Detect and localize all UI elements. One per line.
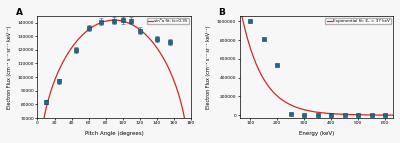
sinᵇa fit: b=0.35: (97.7, 1.41e+05): b=0.35: (97.7, 1.41e+05)	[118, 20, 123, 22]
Exponential fit: E₀ = 37 keV: (312, 5.05e+04): E₀ = 37 keV: (312, 5.05e+04)	[305, 110, 310, 111]
Exponential fit: E₀ = 37 keV: (452, 8.79e+03): E₀ = 37 keV: (452, 8.79e+03)	[343, 114, 348, 115]
sinᵇa fit: b=0.35: (85.5, 1.42e+05): b=0.35: (85.5, 1.42e+05)	[108, 19, 113, 21]
Exponential fit: E₀ = 37 keV: (515, 3.99e+03): E₀ = 37 keV: (515, 3.99e+03)	[360, 114, 364, 116]
X-axis label: Energy (keV): Energy (keV)	[299, 131, 334, 136]
Legend: Exponential fit: E₀ = 37 keV: Exponential fit: E₀ = 37 keV	[325, 18, 391, 24]
sinᵇa fit: b=0.35: (175, 6e+04): b=0.35: (175, 6e+04)	[184, 131, 189, 132]
sinᵇa fit: b=0.35: (147, 1.14e+05): b=0.35: (147, 1.14e+05)	[161, 57, 166, 58]
Exponential fit: E₀ = 37 keV: (120, 5.58e+05): E₀ = 37 keV: (120, 5.58e+05)	[253, 62, 258, 64]
Exponential fit: E₀ = 37 keV: (62, 1.15e+06): E₀ = 37 keV: (62, 1.15e+06)	[238, 6, 242, 8]
sinᵇa fit: b=0.35: (86.6, 1.42e+05): b=0.35: (86.6, 1.42e+05)	[109, 19, 114, 21]
Text: A: A	[16, 8, 23, 17]
sinᵇa fit: b=0.35: (107, 1.4e+05): b=0.35: (107, 1.4e+05)	[126, 22, 131, 24]
Y-axis label: Electron Flux (cm⁻² s⁻¹ sr⁻¹ keV⁻¹): Electron Flux (cm⁻² s⁻¹ sr⁻¹ keV⁻¹)	[7, 25, 12, 109]
X-axis label: Pitch Angle (degrees): Pitch Angle (degrees)	[85, 131, 144, 136]
Line: Exponential fit: E₀ = 37 keV: Exponential fit: E₀ = 37 keV	[240, 7, 393, 115]
Line: sinᵇa fit: b=0.35: sinᵇa fit: b=0.35	[38, 20, 190, 143]
Exponential fit: E₀ = 37 keV: (505, 4.54e+03): E₀ = 37 keV: (505, 4.54e+03)	[357, 114, 362, 116]
Exponential fit: E₀ = 37 keV: (630, 950): E₀ = 37 keV: (630, 950)	[391, 114, 396, 116]
sinᵇa fit: b=0.35: (89.8, 1.42e+05): b=0.35: (89.8, 1.42e+05)	[112, 19, 116, 21]
Text: B: B	[218, 8, 225, 17]
Y-axis label: Electron Flux (cm⁻² s⁻¹ sr⁻¹ keV⁻¹): Electron Flux (cm⁻² s⁻¹ sr⁻¹ keV⁻¹)	[206, 25, 211, 109]
Exponential fit: E₀ = 37 keV: (292, 6.52e+04): E₀ = 37 keV: (292, 6.52e+04)	[300, 108, 304, 110]
Legend: sinᵇa fit: b=0.35: sinᵇa fit: b=0.35	[147, 18, 189, 24]
